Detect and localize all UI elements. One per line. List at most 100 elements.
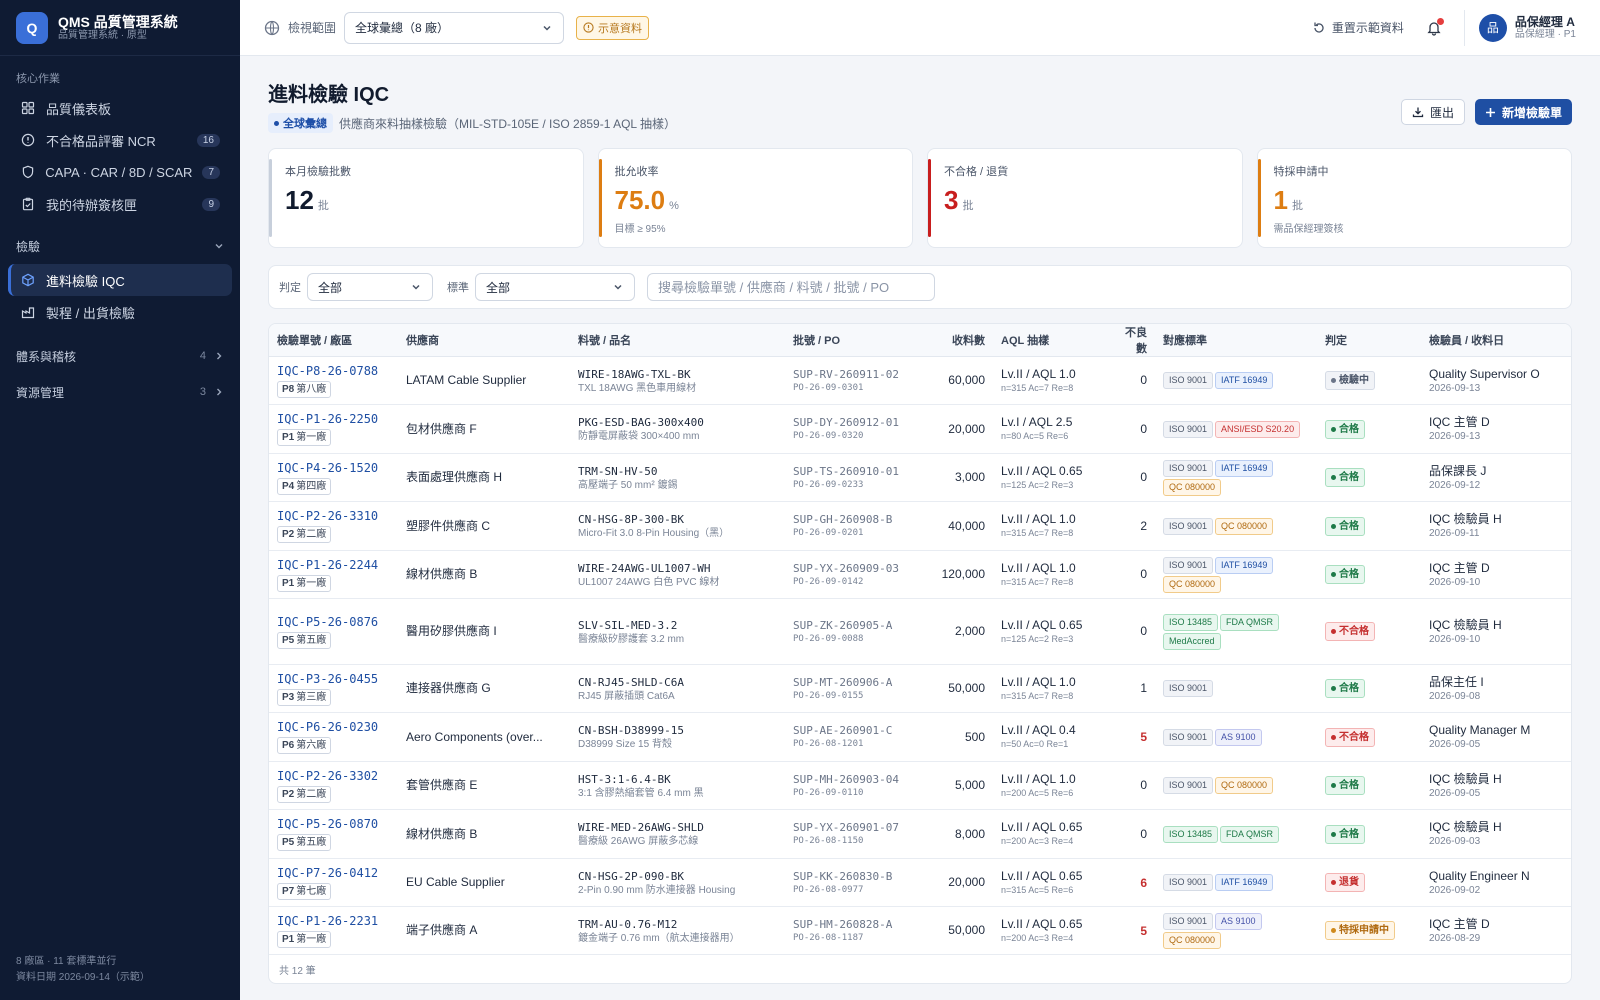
standards-cell: ISO 9001 IATF 16949QC 080000 xyxy=(1155,550,1317,599)
search-input[interactable] xyxy=(647,273,935,301)
inspection-id-link[interactable]: IQC-P1-26-2231 xyxy=(277,913,379,928)
plant-badge: P8 第八廠 xyxy=(277,380,332,398)
inspection-id-link[interactable]: IQC-P4-26-1520 xyxy=(277,460,379,475)
sidebar-item-label: 進料檢驗 IQC xyxy=(46,273,125,289)
part-number: CN-RJ45-SHLD-C6A xyxy=(578,675,684,689)
notification-dot xyxy=(1436,17,1444,25)
inspection-id-link[interactable]: IQC-P5-26-0870 xyxy=(277,817,379,831)
part-number: TRM-AU-0.76-M12 xyxy=(578,917,678,931)
defect-count: 5 xyxy=(1140,730,1147,744)
status-label: 檢驗中 xyxy=(1339,375,1369,386)
aql-sampling: n=315 Ac=7 Re=8 xyxy=(1001,382,1074,393)
kpi-unit: 批 xyxy=(962,200,974,212)
chevron-down-icon xyxy=(614,284,622,290)
reset-demo-button[interactable]: 重置示範資料 xyxy=(1312,19,1404,36)
sidebar-item-count: 16 xyxy=(196,133,220,147)
inspector-name: IQC 檢驗員 H xyxy=(1429,512,1502,526)
part-number: HST-3:1-6.4-BK xyxy=(578,772,671,786)
sidebar-item-process-inspection[interactable]: 製程 / 出貨檢驗 xyxy=(8,296,232,328)
inspection-id-link[interactable]: IQC-P6-26-0230 xyxy=(277,720,379,734)
scope-label: 檢視範圍 xyxy=(288,21,337,35)
app-logo: Q xyxy=(16,11,48,44)
lot-number: SUP-YX-260909-03 xyxy=(793,561,899,575)
plant-name: 第一廠 xyxy=(296,933,327,945)
po-number: PO-26-09-0201 xyxy=(793,528,864,538)
inspection-id-link[interactable]: IQC-P2-26-3310 xyxy=(277,509,379,523)
sidebar-item-label: 製程 / 出貨檢驗 xyxy=(46,305,135,321)
aql-level: Lv.II / AQL 1.0 xyxy=(1001,771,1076,786)
status-badge: 不合格 xyxy=(1325,727,1375,747)
user-name: 品保經理 A xyxy=(1514,14,1575,29)
defect-count: 2 xyxy=(1140,518,1147,533)
user-menu[interactable]: 品 品保經理 A 品保經理 · P1 xyxy=(1463,9,1576,46)
new-inspection-button[interactable]: 新增檢驗單 xyxy=(1474,99,1572,125)
plant-code: P1 xyxy=(282,577,295,589)
plant-badge: P4 第四廠 xyxy=(277,477,332,495)
sidebar-group-1[interactable]: 資源管理 3 xyxy=(0,374,240,410)
sidebar-item-alert-circle[interactable]: 不合格品評審 NCR 16 xyxy=(8,124,232,156)
inspection-id-link[interactable]: IQC-P8-26-0788 xyxy=(277,363,379,378)
standards-cell: ISO 9001 ANSI/ESD S20.20 xyxy=(1155,404,1317,454)
status-badge: 合格 xyxy=(1325,824,1365,844)
table-row[interactable]: IQC-P2-26-3302 P2 第二廠 套管供應商 E HST-3:1-6.4-… xyxy=(269,761,1571,810)
table-row[interactable]: IQC-P4-26-1520 P4 第四廠 表面處理供應商 H TRM-SN-HV-… xyxy=(269,453,1571,502)
sidebar-item-dashboard[interactable]: 品質儀表板 xyxy=(8,92,232,124)
section-toggle-inspection[interactable]: 檢驗 xyxy=(0,228,240,264)
export-button[interactable]: 匯出 xyxy=(1400,99,1465,125)
standard-filter-select[interactable]: 全部 xyxy=(475,273,635,301)
po-number: PO-26-09-0155 xyxy=(793,690,864,701)
inspection-id-link[interactable]: IQC-P1-26-2244 xyxy=(277,557,379,572)
inspection-id-link[interactable]: IQC-P2-26-3302 xyxy=(277,768,379,783)
scope-select[interactable]: 全球彙總（8 廠） xyxy=(344,11,565,44)
status-badge: 合格 xyxy=(1325,679,1365,698)
table-row[interactable]: IQC-P7-26-0412 P7 第七廠 EU Cable Supplier CN… xyxy=(269,858,1571,907)
inspection-id-link[interactable]: IQC-P5-26-0876 xyxy=(277,614,379,629)
aql-sampling: n=315 Ac=7 Re=8 xyxy=(1001,690,1074,701)
defect-count: 0 xyxy=(1140,373,1147,387)
aql-sampling: n=200 Ac=5 Re=6 xyxy=(1001,787,1074,798)
table-row[interactable]: IQC-P1-26-2250 P1 第一廠 包材供應商 F PKG-ESD-BAG-… xyxy=(269,404,1571,454)
lot-number: SUP-DY-260912-01 xyxy=(793,416,899,429)
inspector-name: IQC 主管 D xyxy=(1429,916,1490,931)
status-badge: 合格 xyxy=(1325,419,1365,439)
table-row[interactable]: IQC-P1-26-2244 P1 第一廠 線材供應商 B WIRE-24AWG-U… xyxy=(269,550,1571,599)
brand[interactable]: Q QMS 品質管理系統 品質管理系統 · 原型 xyxy=(0,0,240,56)
status-label: 合格 xyxy=(1339,569,1359,580)
table-row[interactable]: IQC-P5-26-0870 P5 第五廠 線材供應商 B WIRE-MED-26A… xyxy=(269,809,1571,859)
avatar: 品 xyxy=(1478,13,1507,42)
plant-badge: P2 第二廠 xyxy=(277,526,332,543)
sidebar-group-0[interactable]: 體系與稽核 4 xyxy=(0,338,240,374)
plant-name: 第四廠 xyxy=(296,480,327,492)
sidebar-item-clipboard-check[interactable]: 我的待辦簽核匣 9 xyxy=(8,188,232,220)
standard-tag: IATF 16949 xyxy=(1215,556,1274,574)
inspection-id-link[interactable]: IQC-P1-26-2250 xyxy=(277,412,379,426)
inspection-id-link[interactable]: IQC-P3-26-0455 xyxy=(277,671,379,686)
supplier-name: 醫用矽膠供應商 I xyxy=(406,624,497,638)
table-row[interactable]: IQC-P2-26-3310 P2 第二廠 塑膠件供應商 C CN-HSG-8P-3… xyxy=(269,501,1571,551)
table-row[interactable]: IQC-P6-26-0230 P6 第六廠 Aero Components (ove… xyxy=(269,712,1571,762)
defect-count: 0 xyxy=(1140,567,1147,581)
standard-tag: QC 080000 xyxy=(1215,777,1274,794)
standard-filter-label: 標準 xyxy=(447,282,469,294)
table-row[interactable]: IQC-P5-26-0876 P5 第五廠 醫用矽膠供應商 I SLV-SIL-ME… xyxy=(269,598,1571,665)
part-number: CN-HSG-8P-300-BK xyxy=(578,513,684,526)
sidebar-item-shield[interactable]: CAPA · CAR / 8D / SCAR 7 xyxy=(8,156,232,188)
po-number: PO-26-09-0142 xyxy=(793,576,864,587)
part-name: 鍍金端子 0.76 mm（航太連接器用） xyxy=(578,932,740,944)
inspection-id-link[interactable]: IQC-P7-26-0412 xyxy=(277,865,379,880)
verdict-filter-select[interactable]: 全部 xyxy=(307,273,433,301)
column-header: 不良數 xyxy=(1107,324,1155,357)
table-row[interactable]: IQC-P8-26-0788 P8 第八廠 LATAM Cable Supplier… xyxy=(269,356,1571,405)
table-row[interactable]: IQC-P1-26-2231 P1 第一廠 端子供應商 A TRM-AU-0.76-… xyxy=(269,906,1571,955)
plant-name: 第六廠 xyxy=(296,740,327,751)
plant-code: P1 xyxy=(282,432,295,443)
kpi-value: 75.0 xyxy=(614,185,666,215)
inspector-name: IQC 檢驗員 H xyxy=(1429,771,1502,786)
notification-button[interactable] xyxy=(1424,17,1444,38)
received-qty: 8,000 xyxy=(954,826,985,841)
status-badge: 不合格 xyxy=(1325,622,1375,641)
plant-code: P7 xyxy=(282,885,295,897)
plant-badge: P5 第五廠 xyxy=(277,631,332,649)
table-row[interactable]: IQC-P3-26-0455 P3 第三廠 連接器供應商 G CN-RJ45-SHL… xyxy=(269,664,1571,713)
sidebar-item-iqc[interactable]: 進料檢驗 IQC xyxy=(8,264,232,296)
